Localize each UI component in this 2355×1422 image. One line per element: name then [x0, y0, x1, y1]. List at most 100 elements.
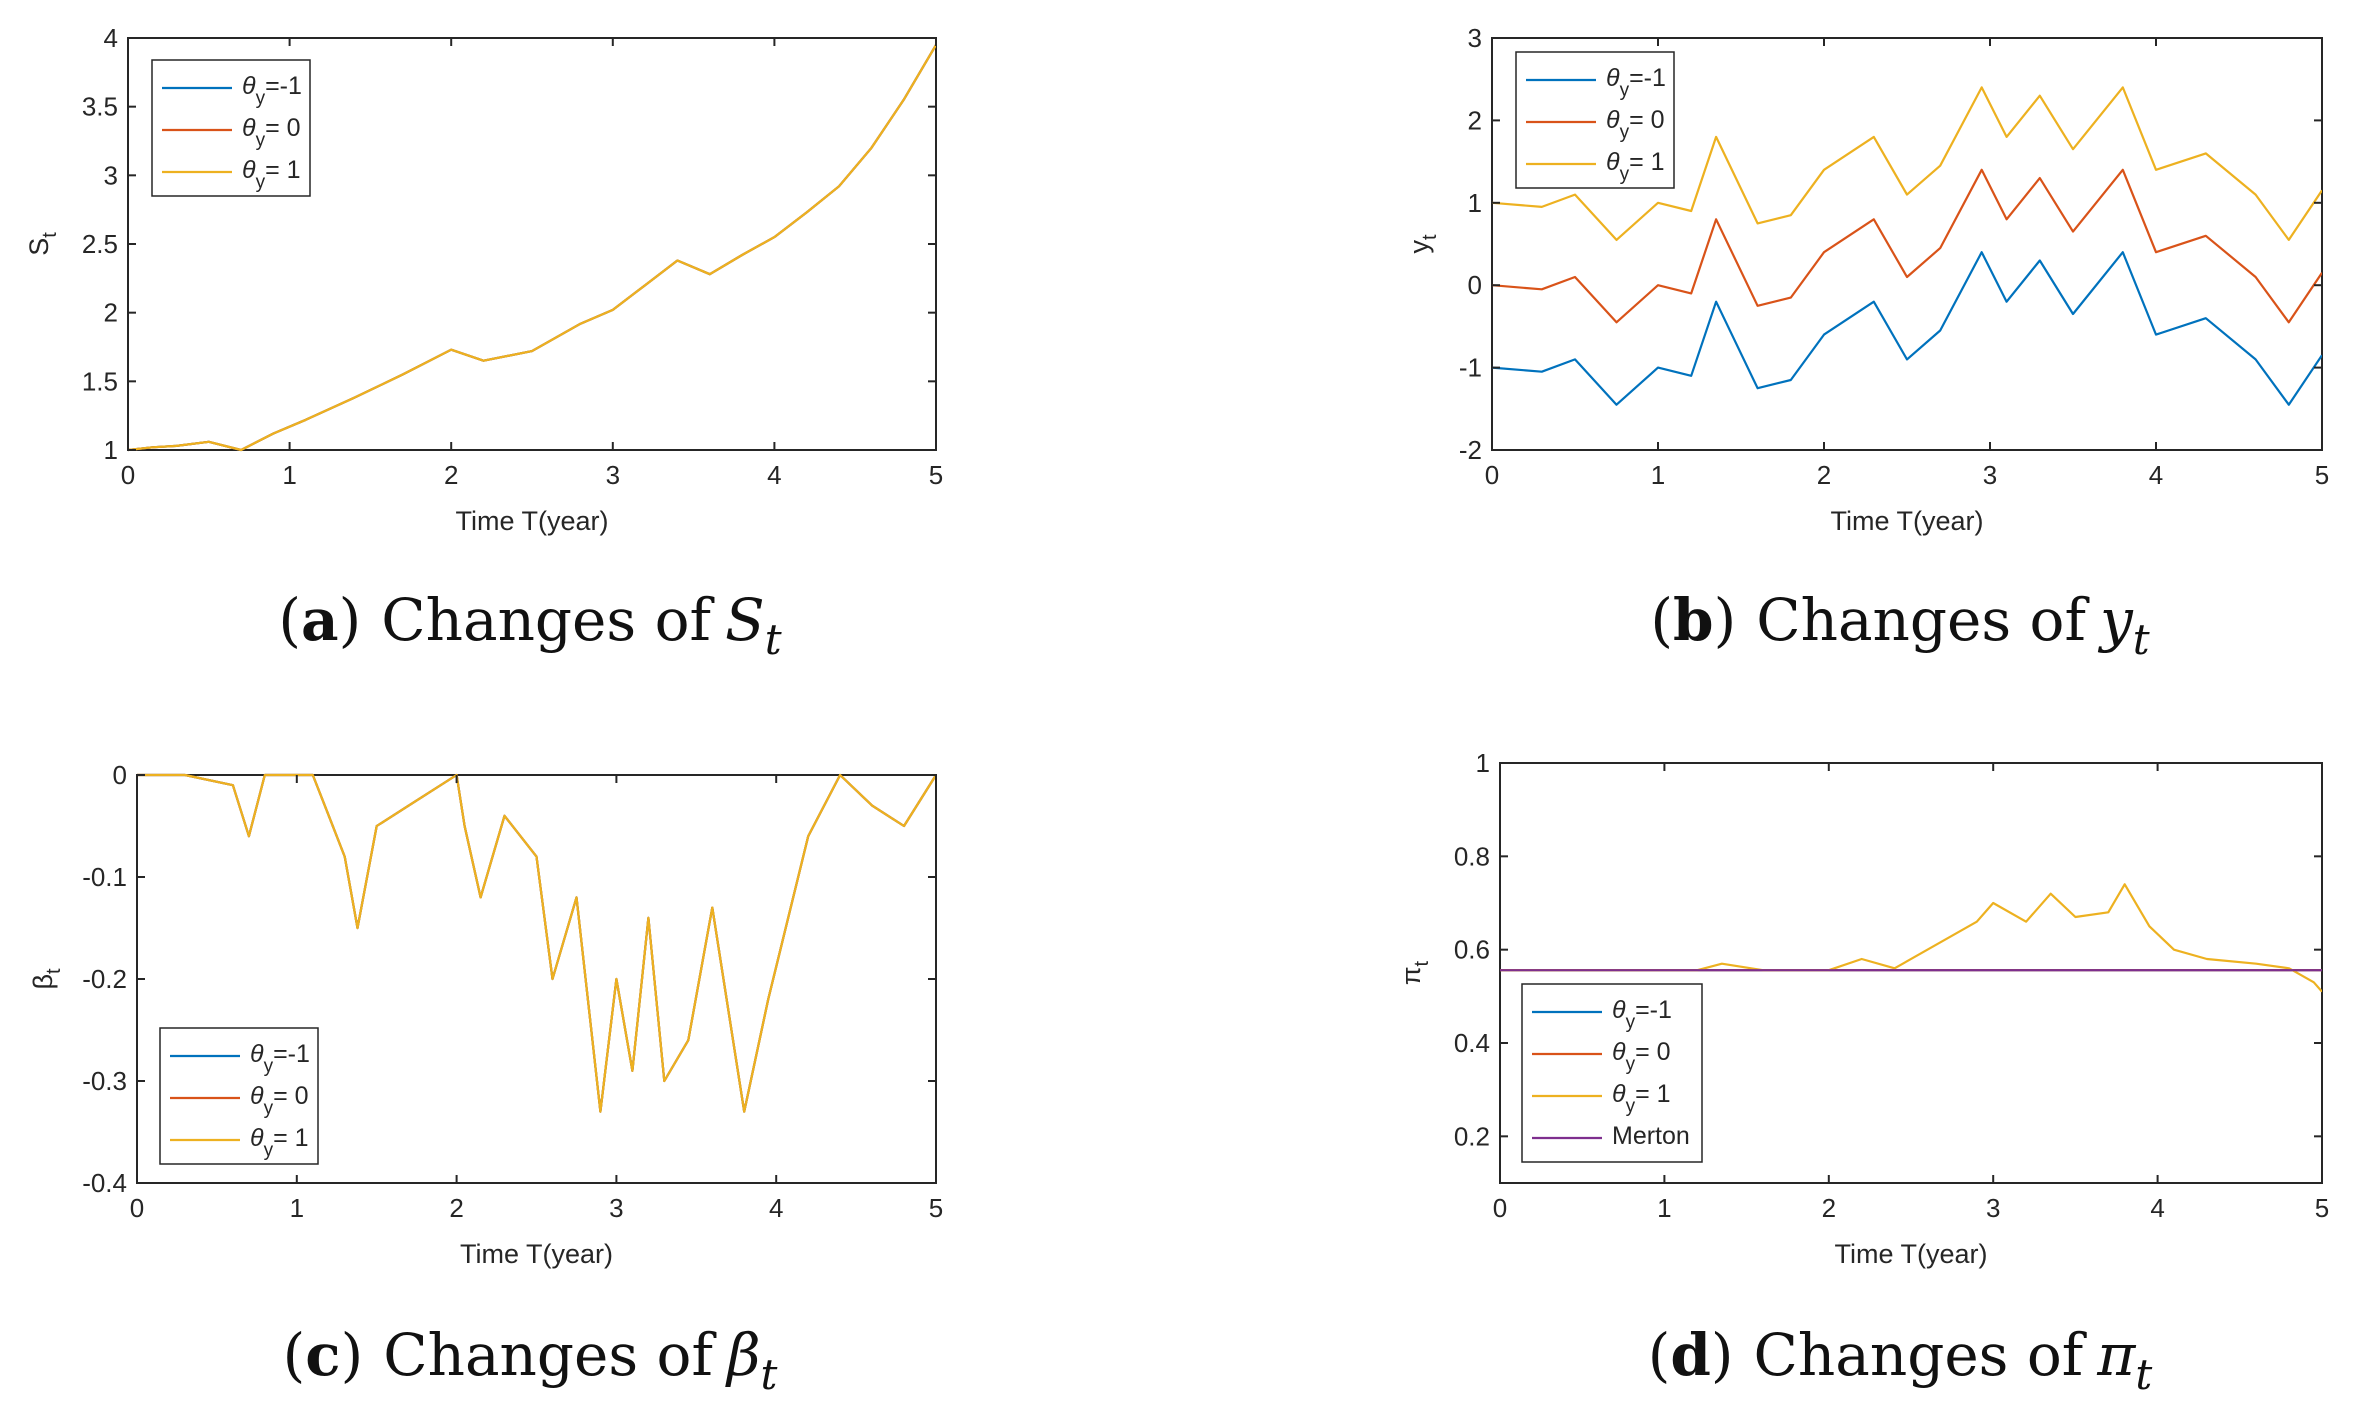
x-tick-label: 4: [769, 1193, 783, 1223]
legend-symbol: θ: [1606, 106, 1620, 134]
x-tick-label: 4: [2150, 1193, 2164, 1223]
legend-label-2: θy= 1: [242, 156, 301, 193]
caption-paren-open: (: [283, 1321, 306, 1389]
y-tick-label: 3: [104, 160, 118, 190]
x-tick-label: 5: [929, 1193, 943, 1223]
series-line-0: [1492, 251, 2322, 406]
caption: (b) Changes of yt: [1650, 586, 2149, 664]
legend-subscript: y: [1620, 122, 1630, 143]
x-tick-label: 1: [282, 460, 296, 490]
legend-label-0: θy=-1: [1606, 64, 1666, 101]
legend-value: = 1: [1635, 1080, 1670, 1108]
legend-symbol: θ: [250, 1040, 264, 1068]
caption-subscript: t: [765, 615, 782, 664]
x-axis-label: Time T(year): [460, 1239, 613, 1269]
x-tick-label: 5: [929, 460, 943, 490]
y-axis-label-sub: t: [1411, 960, 1433, 966]
legend-box: [159, 1027, 319, 1165]
caption-paren-open: (: [1648, 1321, 1671, 1389]
caption-letter: b: [1673, 586, 1714, 654]
legend-label-2: θy= 1: [1606, 148, 1665, 185]
legend-subscript: y: [1626, 1054, 1636, 1075]
legend-value: = 0: [265, 114, 300, 142]
caption-subscript: t: [760, 1350, 777, 1399]
y-axis-label-main: π: [1396, 966, 1426, 985]
y-tick-label: 1.5: [82, 366, 118, 396]
series-group: [1492, 86, 2322, 406]
y-tick-label: 1: [1476, 748, 1490, 778]
legend-symbol: θ: [1606, 64, 1620, 92]
x-tick-label: 1: [1657, 1193, 1671, 1223]
legend-label-2: θy= 1: [1612, 1080, 1671, 1117]
x-tick-label: 0: [1493, 1193, 1507, 1223]
y-axis-label-sub: t: [43, 968, 65, 974]
legend-label-2: θy= 1: [250, 1124, 309, 1161]
x-axis-label: Time T(year): [1830, 506, 1983, 536]
y-tick-label: 0: [1468, 270, 1482, 300]
legend-value: =-1: [1629, 64, 1666, 92]
x-tick-label: 3: [1983, 460, 1997, 490]
caption-paren-close: ): [1711, 1321, 1734, 1389]
legend-value: = 0: [1635, 1038, 1670, 1066]
y-tick-label: -0.1: [82, 862, 127, 892]
caption-paren-close: ): [339, 586, 362, 654]
y-axis-label: βt: [28, 968, 65, 990]
legend-subscript: y: [256, 88, 266, 109]
y-tick-label: 2.5: [82, 229, 118, 259]
y-axis-label: yt: [1404, 234, 1441, 254]
y-tick-label: 0.6: [1454, 935, 1490, 965]
caption-subscript: t: [2133, 615, 2150, 664]
caption-variable: S: [725, 586, 765, 654]
legend-subscript: y: [264, 1140, 274, 1161]
caption: (d) Changes of πt: [1648, 1321, 2153, 1399]
legend: θy=-1θy= 0θy= 1: [159, 1027, 319, 1165]
y-axis-label-sub: t: [1419, 234, 1441, 240]
y-tick-label: 0.4: [1454, 1028, 1490, 1058]
legend-subscript: y: [1620, 80, 1630, 101]
y-tick-label: 3: [1468, 23, 1482, 53]
x-tick-label: 0: [130, 1193, 144, 1223]
legend-symbol: θ: [1612, 996, 1626, 1024]
legend-value: =-1: [265, 72, 302, 100]
x-tick-label: 4: [767, 460, 781, 490]
series-group: [128, 44, 936, 452]
legend-label-0: θy=-1: [250, 1040, 310, 1077]
series-group: [137, 773, 936, 1113]
y-tick-label: -0.3: [82, 1066, 127, 1096]
x-tick-label: 0: [1485, 460, 1499, 490]
legend-label-0: θy=-1: [1612, 996, 1672, 1033]
legend-symbol: θ: [250, 1124, 264, 1152]
series-line-2: [1492, 86, 2322, 241]
legend-label-1: θy= 0: [1612, 1038, 1671, 1075]
legend-symbol: θ: [250, 1082, 264, 1110]
y-tick-label: 0: [113, 760, 127, 790]
legend-value: = 0: [1629, 106, 1664, 134]
y-axis-label-sub: t: [39, 232, 61, 238]
legend-symbol: θ: [1612, 1080, 1626, 1108]
caption-paren-close: ): [341, 1321, 364, 1389]
caption-paren-close: ): [1714, 586, 1737, 654]
y-tick-label: -0.2: [82, 964, 127, 994]
caption-subscript: t: [2135, 1350, 2152, 1399]
y-axis-label-main: β: [28, 974, 58, 990]
y-tick-label: -1: [1459, 353, 1482, 383]
y-tick-label: -0.4: [82, 1168, 127, 1198]
legend-subscript: y: [1626, 1096, 1636, 1117]
series-group: [1500, 883, 2322, 993]
caption-text: Changes of: [383, 1321, 716, 1389]
x-tick-label: 0: [121, 460, 135, 490]
y-tick-label: 4: [104, 23, 118, 53]
caption-variable: π: [2096, 1321, 2136, 1389]
caption-text: Changes of: [381, 586, 714, 654]
legend-subscript: y: [256, 172, 266, 193]
y-axis-label: St: [24, 232, 61, 256]
legend-value: = 1: [273, 1124, 308, 1152]
caption-variable: y: [2097, 586, 2134, 654]
caption-paren-open: (: [1650, 586, 1673, 654]
legend-value: =-1: [1635, 996, 1672, 1024]
